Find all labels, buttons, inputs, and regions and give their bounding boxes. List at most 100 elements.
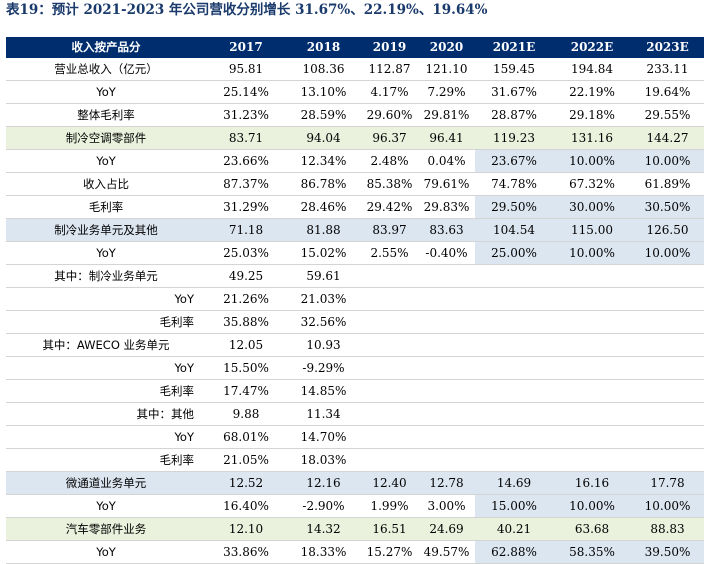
table-cell: 159.45 [493, 62, 535, 76]
table-cell: 21.03% [300, 292, 347, 306]
row-label: YoY [96, 499, 116, 513]
table-row: YoY 21.26% 21.03% [6, 288, 704, 311]
table-row: 其中：AWECO 业务单元 12.05 10.93 [6, 334, 704, 357]
row-label: 其中：其他 [136, 407, 195, 421]
row-label: YoY [96, 545, 116, 559]
table-cell: 11.34 [306, 407, 341, 421]
table-cell [553, 426, 631, 449]
table-cell [631, 426, 704, 449]
table-row: YoY 68.01% 14.70% [6, 426, 704, 449]
row-label: 其中：AWECO 业务单元 [42, 338, 170, 352]
table-row: YoY 33.86% 18.33% 15.27% 49.57% 62.88% 58.35% 3… [6, 540, 704, 564]
table-cell [361, 357, 418, 380]
table-cell: 108.36 [302, 62, 345, 76]
table-cell: 12.40 [361, 471, 418, 495]
table-cell: 62.88% [475, 540, 553, 564]
row-label: 营业总收入（亿元） [54, 62, 158, 76]
row-label: YoY [96, 154, 116, 168]
table-cell [418, 426, 475, 449]
table-cell: 10.00% [553, 494, 631, 518]
table-cell: 88.83 [631, 517, 704, 541]
table-cell [631, 449, 704, 472]
table-cell [361, 403, 418, 426]
table-cell: 29.81% [423, 108, 470, 122]
table-row: YoY 23.66% 12.34% 2.48% 0.04% 23.67% 10.00% 10.… [6, 149, 704, 173]
table-cell: 63.68 [553, 517, 631, 541]
table-cell: 71.18 [206, 218, 286, 242]
table-cell: 10.00% [631, 494, 704, 518]
table-cell [631, 288, 704, 311]
table-cell: -2.90% [302, 499, 345, 513]
table-cell: 96.37 [361, 126, 418, 150]
table-cell [631, 357, 704, 380]
table-cell: 10.00% [631, 241, 704, 265]
table-cell: 67.32% [569, 177, 615, 191]
table-cell: 17.47% [223, 384, 269, 398]
table-cell: 29.83% [423, 200, 470, 214]
table-cell [631, 334, 704, 357]
table-cell [361, 334, 418, 357]
table-cell: 233.11 [646, 62, 689, 76]
table-cell: 32.56% [300, 315, 347, 329]
table-row: 营业总收入（亿元） 95.81 108.36 112.87 121.10 159.45 19… [6, 58, 704, 81]
table-cell: 15.00% [475, 494, 553, 518]
row-label: YoY [174, 292, 194, 306]
table-cell [418, 449, 475, 472]
table-cell [361, 380, 418, 403]
table-cell [475, 288, 553, 311]
table-cell: 126.50 [631, 218, 704, 242]
table-cell: 31.29% [223, 200, 269, 214]
table-cell: 22.19% [569, 85, 615, 99]
table-cell: 10.00% [553, 149, 631, 173]
table-title: 表19：预计 2021-2023 年公司营收分别增长 31.67%、22.19%… [6, 2, 488, 18]
table-cell: 21.26% [223, 292, 269, 306]
table-cell: 4.17% [370, 85, 409, 99]
table-cell: 19.64% [644, 85, 691, 99]
table-cell: 87.37% [223, 177, 269, 191]
table-row: 整体毛利率 31.23% 28.59% 29.60% 29.81% 28.87% 29.18… [6, 104, 704, 127]
table-cell [361, 265, 418, 288]
table-cell: 74.78% [491, 177, 537, 191]
table-cell: 16.16 [553, 471, 631, 495]
table-cell: 58.35% [553, 540, 631, 564]
table-cell: -9.29% [302, 361, 345, 375]
table-cell: 29.42% [366, 200, 413, 214]
table-cell [553, 449, 631, 472]
row-label: 制冷业务单元及其他 [6, 218, 206, 242]
table-cell: 29.50% [475, 195, 553, 219]
table-cell: 25.14% [223, 85, 269, 99]
table-cell [475, 311, 553, 334]
table-cell [361, 311, 418, 334]
table-cell: 24.69 [418, 517, 475, 541]
table-cell [553, 311, 631, 334]
table-cell: 68.01% [223, 430, 269, 444]
table-cell [475, 334, 553, 357]
table-cell [418, 357, 475, 380]
row-label: YoY [174, 430, 194, 444]
table-cell: 15.50% [223, 361, 269, 375]
row-label: YoY [174, 361, 194, 375]
table-cell: 12.34% [300, 154, 347, 168]
table-row: 毛利率 21.05% 18.03% [6, 449, 704, 472]
row-label: 毛利率 [88, 200, 124, 214]
table-cell [418, 288, 475, 311]
table-cell: 79.61% [423, 177, 470, 191]
table-cell: 12.78 [418, 471, 475, 495]
table-cell: 131.16 [553, 126, 631, 150]
header-year: 2023E [631, 37, 704, 58]
table-cell [553, 380, 631, 403]
table-cell: 33.86% [223, 545, 269, 559]
table-cell [418, 311, 475, 334]
table-row: YoY 25.14% 13.10% 4.17% 7.29% 31.67% 22.19% 19.… [6, 81, 704, 104]
table-cell [475, 403, 553, 426]
table-cell: 14.69 [475, 471, 553, 495]
table-cell: 2.48% [370, 154, 409, 168]
table-cell: 23.67% [475, 149, 553, 173]
table-cell [553, 265, 631, 288]
table-cell: 59.61 [306, 269, 341, 283]
table-cell [553, 403, 631, 426]
table-cell: 83.63 [418, 218, 475, 242]
table-cell: 96.41 [418, 126, 475, 150]
row-label: 其中：制冷业务单元 [54, 269, 158, 283]
table-cell: 29.60% [366, 108, 413, 122]
